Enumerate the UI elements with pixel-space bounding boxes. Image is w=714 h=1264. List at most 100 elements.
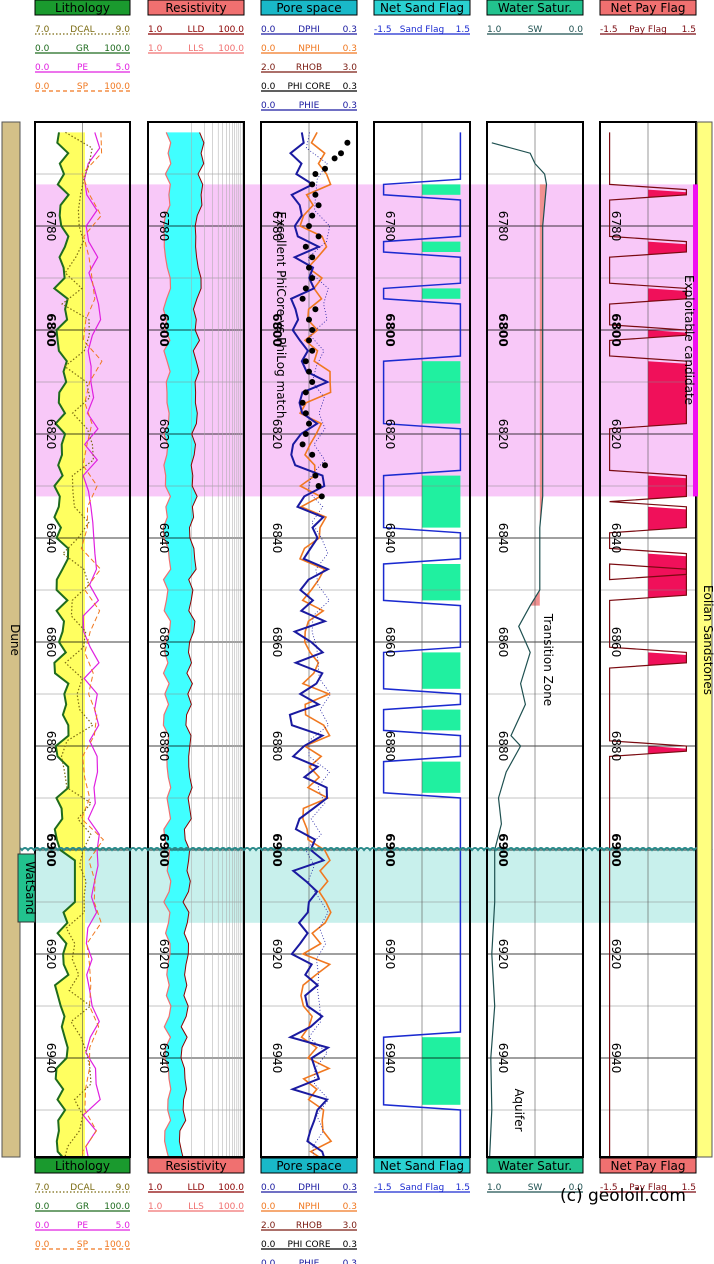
depth-label: 6820: [157, 419, 171, 450]
track-frame: [147, 121, 245, 1158]
track-title: Lithology: [55, 1, 110, 15]
watsand-label: WatSand: [23, 861, 37, 914]
phi-core-point: [306, 223, 312, 229]
depth-label: 6820: [383, 419, 397, 450]
curve-name: SP: [77, 1240, 89, 1250]
net-sand-fill: [422, 241, 461, 252]
phi-core-point: [302, 389, 309, 396]
water-contact-line: [9, 847, 713, 852]
phi-core-point: [322, 462, 328, 469]
curve-min: 0.0: [261, 44, 276, 54]
curve-name: SW: [528, 25, 543, 35]
track-title: Resistivity: [165, 1159, 226, 1173]
depth-label: 6840: [157, 523, 171, 554]
curve-min: 0.0: [261, 1202, 276, 1212]
curve-min: 2.0: [261, 1221, 276, 1231]
curve-name: SP: [77, 82, 89, 92]
track-frame: [486, 121, 584, 1158]
curve-name: LLD: [188, 25, 205, 35]
nphi-curve: [298, 132, 333, 1174]
curve-min: 0.0: [261, 1259, 276, 1264]
phi-core-point: [322, 165, 328, 172]
track-header-box: [147, 1157, 245, 1174]
curve-min: 7.0: [35, 1183, 50, 1193]
phi-core-point: [312, 306, 319, 313]
pay-flag-curve: [609, 132, 687, 1173]
curve-name: PHIE: [299, 1259, 320, 1264]
net-sand-fill: [422, 652, 461, 689]
curve-layer: [52, 131, 687, 1174]
annotation-layer: 6780 6780 6780 6780 6780 6780 6800 6800 6800 6800…: [1, 121, 714, 1158]
curve-max: 1.5: [682, 1183, 696, 1193]
net-sand-fill: [422, 361, 461, 424]
sp-curve: [80, 132, 104, 1173]
depth-label: 6900: [609, 833, 623, 866]
curve-min: 0.0: [261, 101, 276, 111]
curve-name: Sand Flag: [400, 25, 444, 35]
net-sand-fill: [422, 184, 461, 195]
curve-min: 1.0: [148, 1183, 163, 1193]
track-frame: [373, 121, 471, 1158]
curve-min: 1.0: [148, 44, 163, 54]
depth-label: 6940: [496, 1043, 510, 1074]
curve-max: 0.3: [343, 25, 357, 35]
curve-min: -1.5: [600, 1183, 618, 1193]
curve-min: 1.0: [487, 1183, 502, 1193]
phi-core-point: [306, 337, 312, 344]
depth-label: 6820: [44, 419, 58, 450]
phi-core-point: [331, 155, 338, 162]
phi-core-point: [306, 368, 312, 375]
copyright-text: (c) geoloil.com: [560, 1186, 686, 1206]
depth-label: 6860: [609, 627, 623, 658]
track-title: Pore space: [276, 1159, 341, 1173]
track-header-box: [599, 1157, 697, 1174]
phie-curve: [287, 132, 331, 1174]
depth-label: 6900: [157, 833, 171, 866]
phi-core-point: [309, 379, 316, 385]
formation-bar: [1, 121, 21, 1158]
track-title: Water Satur.: [498, 1159, 572, 1173]
curve-name: PHI CORE: [287, 82, 330, 92]
track-header-box: [34, 1157, 131, 1174]
track-title: Net Sand Flag: [380, 1159, 464, 1173]
track-header-box: [34, 0, 131, 16]
track-title: Net Pay Flag: [610, 1159, 685, 1173]
curve-max: 0.3: [343, 1259, 357, 1264]
phi-core-point: [309, 254, 316, 261]
track-header-box: [486, 1157, 584, 1174]
depth-label: 6860: [157, 627, 171, 658]
depth-label: 6880: [496, 731, 510, 762]
depth-label: 6820: [270, 419, 284, 450]
phi-core-point: [315, 233, 322, 240]
depth-label: 6800: [496, 313, 510, 346]
depth-label: 6780: [496, 211, 510, 242]
curve-min: -1.5: [374, 25, 392, 35]
phi-core-point: [302, 243, 309, 250]
net-sand-fill: [422, 564, 461, 601]
curve-name: NPHI: [298, 1202, 320, 1212]
curve-min: 0.0: [35, 1202, 50, 1212]
depth-label: 6880: [270, 731, 284, 762]
depth-label: 6880: [44, 731, 58, 762]
depth-label: 6780: [383, 211, 397, 242]
eolian-label: Eolian Sandstones: [701, 585, 714, 695]
gr-curve: [52, 132, 76, 1173]
curve-name: LLD: [188, 1183, 205, 1193]
net-sand-fill: [422, 288, 461, 299]
curve-max: 0.3: [343, 1240, 357, 1250]
net-sand-fill: [422, 475, 461, 528]
phi-core-point: [302, 285, 309, 292]
depth-label: 6860: [270, 627, 284, 658]
curve-min: 0.0: [35, 63, 50, 73]
curve-max: 0.3: [343, 44, 357, 54]
curve-name: DPHI: [298, 1183, 320, 1193]
depth-label: 6940: [383, 1043, 397, 1074]
depth-label: 6900: [496, 833, 510, 866]
track-title: Pore space: [276, 1, 341, 15]
phi-core-point: [302, 431, 309, 437]
zone-layer: [35, 184, 696, 923]
curve-max: 100.0: [218, 25, 244, 35]
formation-label: Dune: [8, 624, 22, 656]
track-frame: [260, 121, 358, 1158]
